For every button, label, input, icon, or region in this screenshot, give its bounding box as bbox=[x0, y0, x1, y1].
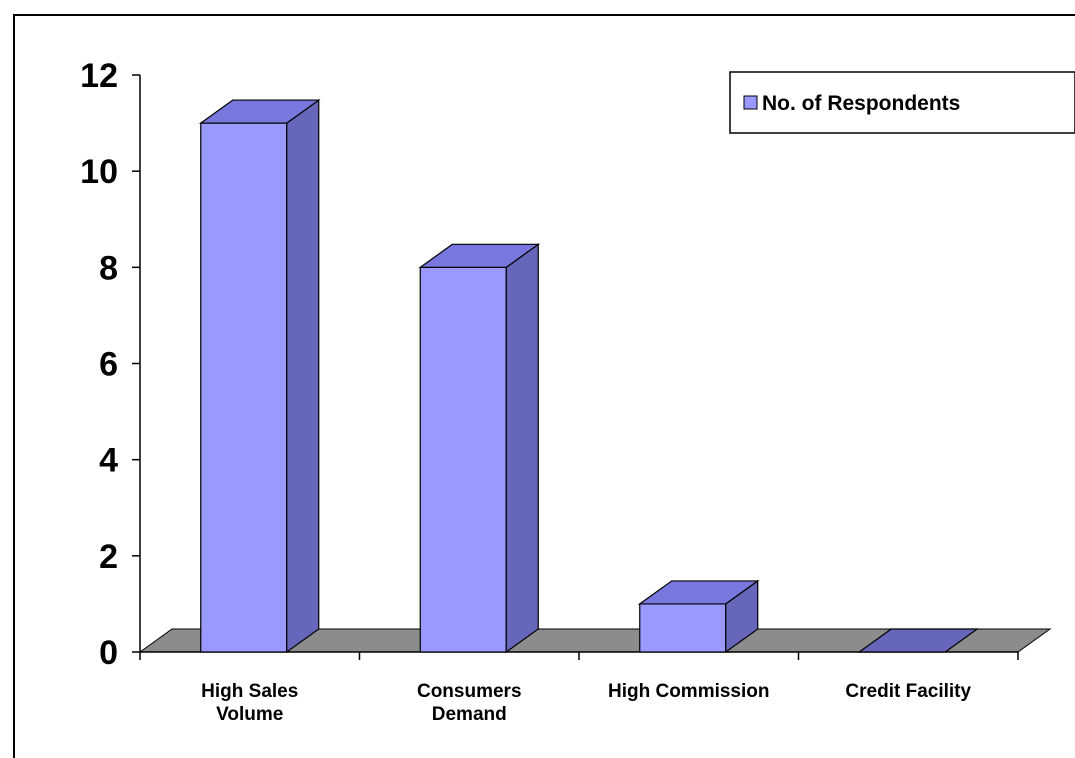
bar-front bbox=[200, 122, 288, 653]
bars bbox=[198, 98, 980, 654]
bar-front bbox=[639, 603, 727, 653]
legend-box bbox=[729, 71, 1075, 134]
bar-front bbox=[419, 266, 507, 653]
legend[interactable]: No. of Respondents bbox=[729, 71, 1075, 134]
x-tick-label: Credit Facility bbox=[845, 681, 971, 702]
bar bbox=[418, 243, 541, 654]
bar bbox=[637, 579, 760, 654]
x-tick-label: Demand bbox=[432, 704, 507, 725]
chart-frame bbox=[13, 14, 1075, 758]
y-tick-label: 6 bbox=[99, 346, 118, 384]
bar bbox=[198, 98, 321, 654]
bar bbox=[857, 628, 980, 653]
legend-label: No. of Respondents bbox=[762, 92, 960, 115]
bar-top bbox=[637, 580, 760, 605]
bar-top bbox=[198, 99, 321, 124]
y-tick-label: 10 bbox=[80, 153, 118, 191]
bar-top bbox=[857, 628, 980, 653]
y-tick-label: 0 bbox=[99, 634, 118, 672]
y-tick-label: 12 bbox=[80, 57, 118, 95]
x-tick-label: Consumers bbox=[417, 681, 522, 702]
bar-side bbox=[505, 243, 539, 654]
y-tick-label: 8 bbox=[99, 249, 118, 287]
legend-swatch bbox=[743, 95, 758, 110]
x-tick-label: Volume bbox=[216, 704, 283, 725]
y-tick-label: 4 bbox=[99, 442, 118, 480]
bar-top bbox=[418, 243, 541, 268]
x-tick-label: High Commission bbox=[608, 681, 770, 702]
y-tick-label: 2 bbox=[99, 538, 118, 576]
bar-side bbox=[286, 98, 320, 654]
x-tick-label: High Sales bbox=[201, 681, 298, 702]
